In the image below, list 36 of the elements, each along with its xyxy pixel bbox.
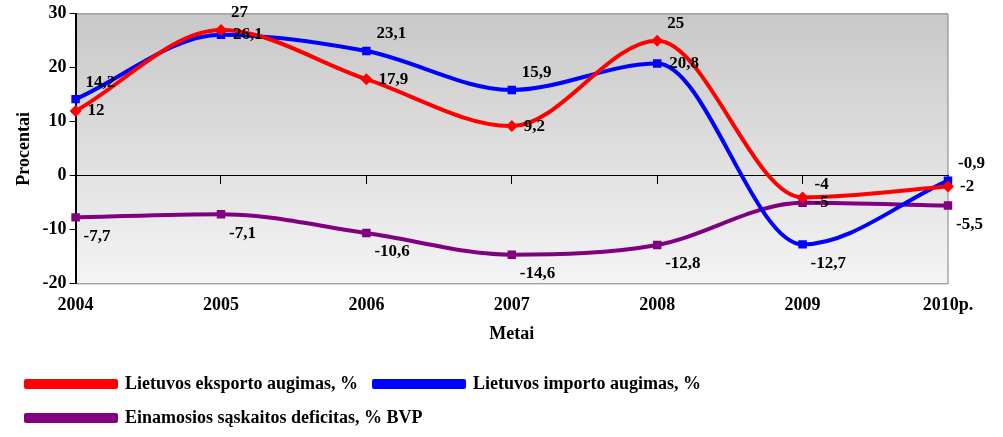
y-tick-label: 30 xyxy=(48,2,67,23)
data-label: 25 xyxy=(667,13,685,33)
legend-label: Lietuvos importo augimas, % xyxy=(473,372,702,393)
x-tick-label: 2007 xyxy=(493,294,530,315)
data-label: 17,9 xyxy=(378,68,409,88)
legend-label: Einamosios sąskaitos deficitas, % BVP xyxy=(125,406,423,427)
data-label: -14,6 xyxy=(519,263,556,283)
legend-label: Lietuvos eksporto augimas, % xyxy=(125,372,359,393)
x-tick-label: 2006 xyxy=(348,294,385,315)
data-label: -5,5 xyxy=(956,213,983,233)
data-label: -2 xyxy=(960,175,975,195)
y-tick-label: 20 xyxy=(48,56,67,77)
y-tick-label: 0 xyxy=(57,164,67,185)
data-label: 26,1 xyxy=(233,24,263,44)
y-tick-label: -20 xyxy=(42,272,67,293)
y-tick-label: 10 xyxy=(48,110,67,131)
data-label: -10,6 xyxy=(374,241,410,261)
data-label: -0,9 xyxy=(958,153,985,173)
data-label: 27 xyxy=(231,2,249,22)
y-tick-label: -10 xyxy=(42,218,67,239)
x-tick-label: 2009 xyxy=(784,294,821,315)
data-label: -12,8 xyxy=(665,253,701,273)
x-tick-label: 2005 xyxy=(203,294,239,315)
x-tick-label: 2008 xyxy=(639,294,676,315)
data-label: 12 xyxy=(87,100,105,120)
x-tick-label: 2004 xyxy=(57,294,94,315)
x-tick-label: 2010p. xyxy=(922,294,974,315)
data-label: -7,1 xyxy=(229,222,256,242)
data-label: -5 xyxy=(814,192,829,212)
x-axis-title: Metai xyxy=(489,322,535,343)
data-label: -7,7 xyxy=(83,225,112,245)
data-label: -12,7 xyxy=(810,252,847,272)
data-label: 23,1 xyxy=(376,23,407,43)
y-axis-title: Procentai xyxy=(13,111,34,186)
data-label: 15,9 xyxy=(521,62,552,82)
data-label: -4 xyxy=(814,174,830,194)
